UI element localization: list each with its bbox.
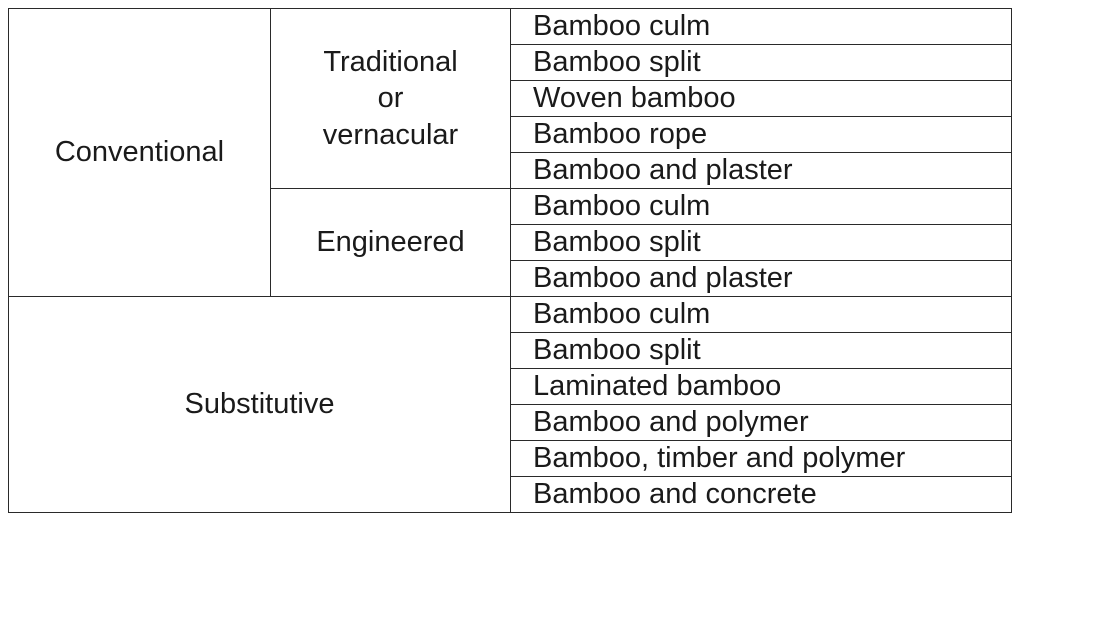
material-cell: Bamboo culm	[510, 8, 1012, 45]
table-row: Laminated bamboo	[9, 368, 1012, 405]
subcategory-label: Traditional or vernacular	[322, 45, 459, 151]
table-row: Woven bamboo	[9, 80, 1012, 117]
table-row: Bamboo and plaster	[9, 260, 1012, 297]
material-cell: Bamboo split	[510, 44, 1012, 81]
material-cell: Bamboo split	[510, 224, 1012, 261]
material-cell: Laminated bamboo	[510, 368, 1012, 405]
material-cell: Bamboo and plaster	[510, 152, 1012, 189]
material-cell: Bamboo and concrete	[510, 476, 1012, 513]
table-row: Substitutive Bamboo culm	[8, 296, 1012, 513]
classification-table: Conventional Traditional or vernacular B…	[8, 8, 1012, 513]
material-cell: Bamboo and plaster	[510, 260, 1012, 297]
material-cell: Bamboo, timber and polymer	[510, 440, 1012, 477]
table-row: Bamboo, timber and polymer	[9, 440, 1012, 477]
table-row: Engineered Bamboo culm	[9, 188, 1012, 297]
category-substitutive: Substitutive	[8, 296, 511, 513]
table-row: Bamboo split	[9, 44, 1012, 81]
category-conventional: Conventional	[8, 8, 271, 297]
material-cell: Woven bamboo	[510, 80, 1012, 117]
subcategory-label: Engineered	[316, 226, 465, 259]
material-cell: Bamboo and polymer	[510, 404, 1012, 441]
material-cell: Bamboo rope	[510, 116, 1012, 153]
table-row: Conventional Traditional or vernacular B…	[8, 8, 1012, 297]
table-row: Bamboo and concrete	[9, 476, 1012, 513]
table-row: Bamboo and polymer	[9, 404, 1012, 441]
table-row: Bamboo rope	[9, 116, 1012, 153]
subcategory-traditional: Traditional or vernacular	[270, 8, 511, 189]
material-cell: Bamboo split	[510, 332, 1012, 369]
material-cell: Bamboo culm	[510, 296, 1012, 333]
material-cell: Bamboo culm	[510, 188, 1012, 225]
subcategory-engineered: Engineered	[270, 188, 511, 297]
